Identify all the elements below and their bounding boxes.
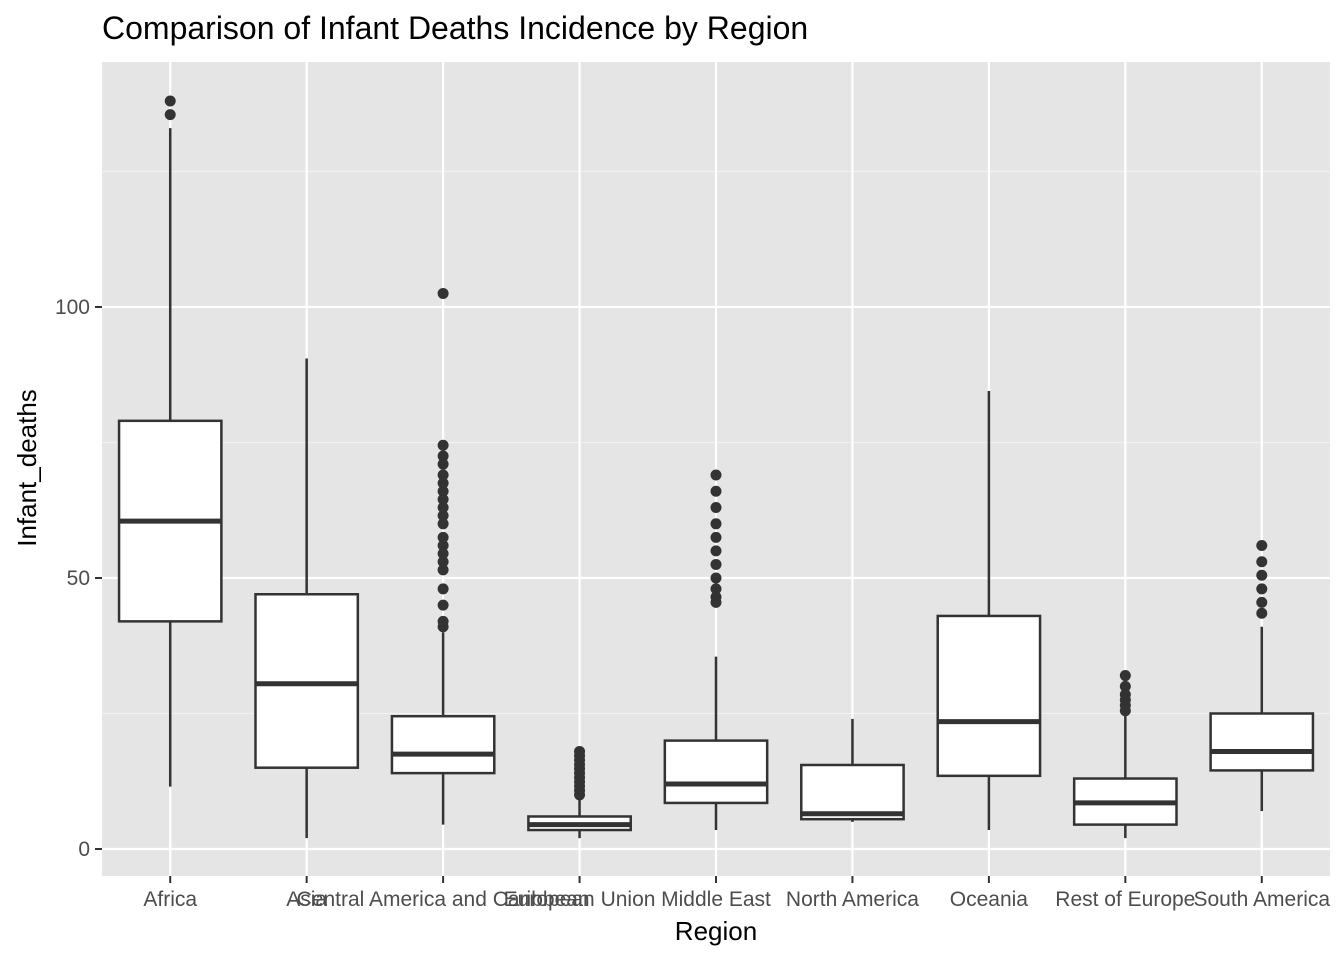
outlier-point	[437, 621, 449, 633]
outlier-point	[437, 510, 449, 522]
box-iqr	[663, 739, 769, 805]
box-south-america	[1209, 539, 1315, 812]
outlier-point	[1256, 569, 1268, 581]
outlier-point	[437, 287, 449, 299]
outlier-point	[437, 531, 449, 543]
outlier-point	[710, 469, 722, 481]
x-tick-label: North America	[786, 888, 919, 911]
box-iqr	[1209, 712, 1315, 772]
outlier-point	[437, 583, 449, 595]
outlier-point	[1119, 705, 1131, 717]
x-tick-label: Central America and Caribbean	[297, 888, 590, 911]
box-rest-of-europe	[1072, 670, 1178, 839]
box-iqr	[254, 593, 360, 769]
outlier-point	[437, 564, 449, 576]
outlier-point	[710, 558, 722, 570]
outlier-point	[437, 493, 449, 505]
box-asia	[254, 358, 360, 839]
box-middle-east	[663, 469, 769, 831]
x-tick-label: Africa	[143, 888, 197, 911]
y-tick-label: 50	[67, 567, 90, 590]
box-oceania	[936, 391, 1042, 831]
outlier-point	[574, 789, 586, 801]
outlier-point	[437, 599, 449, 611]
boxes	[117, 95, 1315, 839]
box-iqr	[936, 614, 1042, 778]
x-tick-label: Oceania	[950, 888, 1029, 911]
box-africa	[117, 95, 223, 787]
outlier-point	[437, 477, 449, 489]
y-tick-label: 100	[55, 296, 90, 319]
outlier-point	[1256, 596, 1268, 608]
outlier-point	[710, 572, 722, 584]
x-tick-label: European Union	[504, 888, 656, 911]
chart-title: Comparison of Infant Deaths Incidence by…	[102, 10, 808, 46]
outlier-point	[710, 502, 722, 514]
outlier-point	[437, 539, 449, 551]
outlier-point	[437, 556, 449, 568]
outlier-point	[437, 502, 449, 514]
y-tick-label: 0	[78, 838, 90, 861]
box-central-america-and-caribbean	[390, 287, 496, 825]
outlier-point	[437, 450, 449, 462]
y-axis: 0 50 100	[55, 296, 102, 861]
box-iqr	[800, 763, 905, 821]
x-tick-label: Asia	[286, 888, 327, 911]
outlier-point	[1119, 680, 1131, 692]
outlier-point	[1119, 670, 1131, 682]
outlier-point	[710, 545, 722, 557]
outlier-point	[437, 439, 449, 451]
x-tick-label: Rest of Europe	[1055, 888, 1195, 911]
outlier-point	[164, 95, 176, 107]
outlier-point	[437, 458, 449, 470]
outlier-point	[437, 518, 449, 530]
outlier-point	[710, 596, 722, 608]
x-tick-label: Middle East	[661, 888, 771, 911]
outlier-point	[1256, 556, 1268, 568]
x-tick-label: South America	[1193, 888, 1330, 911]
outlier-point	[710, 531, 722, 543]
outlier-point	[1256, 539, 1268, 551]
outlier-point	[437, 485, 449, 497]
outlier-point	[1256, 583, 1268, 595]
box-iqr	[390, 714, 496, 775]
y-axis-title: Infant_deaths	[12, 389, 42, 547]
outlier-point	[164, 109, 176, 121]
outlier-point	[1256, 607, 1268, 619]
box-north-america	[800, 718, 905, 822]
outlier-point	[437, 548, 449, 560]
outlier-point	[710, 485, 722, 497]
x-axis-title: Region	[675, 916, 757, 946]
outlier-point	[710, 518, 722, 530]
outlier-point	[710, 583, 722, 595]
box-european-union	[527, 745, 632, 839]
outlier-point	[437, 469, 449, 481]
